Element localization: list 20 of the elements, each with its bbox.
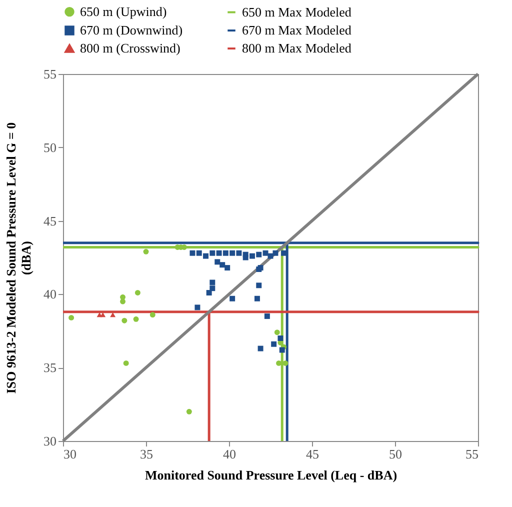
x-tick-label: 30 xyxy=(64,446,76,462)
legend-label: 670 m Max Modeled xyxy=(242,22,352,38)
y-tick-label: 30 xyxy=(44,434,56,448)
legend-label: 800 m Max Modeled xyxy=(242,40,352,56)
y-tick-label: 50 xyxy=(44,140,56,155)
x-tick-label: 35 xyxy=(140,446,153,462)
x-tick-label: 40 xyxy=(223,446,236,462)
legend-label: 670 m (Downwind) xyxy=(80,22,183,38)
legend-label: 650 m (Upwind) xyxy=(80,4,167,19)
legend-label: 800 m (Crosswind) xyxy=(80,40,180,56)
y-tick-label: 45 xyxy=(44,213,56,228)
legend-label: 650 m Max Modeled xyxy=(242,4,352,20)
y-tick-label: 35 xyxy=(44,360,56,376)
x-tick-label: 45 xyxy=(306,446,319,462)
x-tick-label: 55 xyxy=(466,446,478,462)
y-axis-title: ISO 9613-2 Modeled Sound Pressure Level G = 0 (dBA) xyxy=(4,122,34,394)
x-tick-label: 50 xyxy=(389,446,402,462)
y-tick-label: 55 xyxy=(44,66,56,82)
x-axis-title: Monitored Sound Pressure Level (Leq - dBA) xyxy=(144,468,398,482)
y-tick-label: 40 xyxy=(44,286,56,302)
